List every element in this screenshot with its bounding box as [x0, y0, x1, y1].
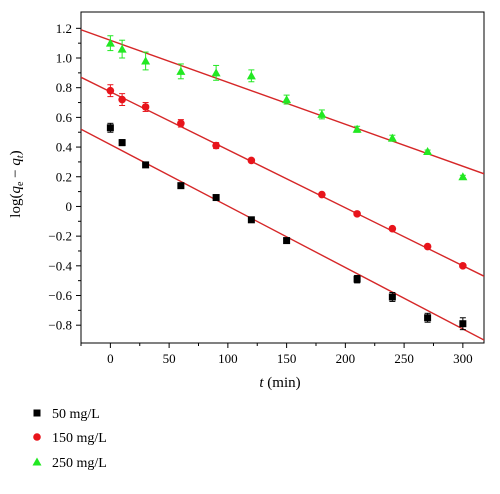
data-point — [282, 95, 292, 104]
legend-label: 50 mg/L — [52, 407, 100, 422]
x-axis-label: t (min) — [259, 375, 300, 391]
y-tick-label: 0.2 — [56, 169, 72, 184]
legend-marker — [33, 433, 41, 441]
x-tick-label: 150 — [277, 351, 297, 366]
legend-label: 150 mg/L — [52, 431, 107, 446]
data-point — [141, 56, 151, 65]
data-point — [352, 124, 362, 133]
data-point — [106, 124, 114, 132]
data-point — [246, 71, 256, 80]
axes — [76, 11, 485, 348]
x-tick-label: 200 — [336, 351, 356, 366]
y-tick-label: 0.4 — [56, 140, 73, 155]
fit-line — [81, 128, 484, 341]
x-tick-label: 250 — [394, 351, 414, 366]
y-tick-label: 1.2 — [56, 21, 72, 36]
data-point — [423, 242, 432, 251]
y-axis-label: log(qe − qt) — [8, 150, 26, 217]
data-point — [387, 133, 397, 142]
plot-frame — [80, 11, 485, 344]
legend-marker — [33, 409, 41, 417]
data-point — [459, 320, 467, 328]
data-point — [458, 172, 468, 181]
data-point — [247, 156, 256, 165]
data-points — [105, 35, 468, 331]
x-tick-label: 300 — [453, 351, 473, 366]
data-point — [353, 275, 361, 283]
data-point — [176, 66, 186, 75]
x-tick-label: 50 — [163, 351, 176, 366]
legend-label: 250 mg/L — [52, 456, 107, 471]
data-point — [388, 224, 397, 233]
data-point — [105, 38, 115, 47]
data-point — [353, 210, 361, 218]
data-point — [106, 86, 115, 95]
y-tick-label: −0.6 — [48, 288, 72, 303]
data-point — [283, 237, 291, 245]
x-tick-label: 100 — [218, 351, 238, 366]
y-tick-label: −0.2 — [48, 229, 72, 244]
y-tick-label: −0.4 — [48, 258, 72, 273]
data-point — [177, 119, 185, 128]
data-point — [318, 190, 326, 199]
data-point — [247, 216, 255, 224]
data-point — [117, 44, 127, 53]
y-tick-label: 0 — [66, 199, 73, 214]
legend-marker — [32, 457, 42, 466]
data-point — [388, 293, 396, 301]
fit-line — [81, 76, 484, 277]
data-point — [423, 147, 433, 156]
y-tick-label: −0.8 — [48, 318, 72, 333]
x-tick-label: 0 — [107, 351, 114, 366]
data-point — [317, 109, 327, 118]
tick-labels: 0 50 100 150 200 250 300 −0.8 −0.6 −0.4 −0.2 0 0.2 0.… — [48, 21, 472, 366]
data-point — [142, 161, 150, 169]
data-point — [424, 314, 432, 322]
fit-lines — [81, 29, 484, 341]
data-point — [177, 182, 185, 190]
fit-line — [81, 29, 484, 175]
data-point — [212, 141, 220, 150]
y-tick-label: 0.8 — [56, 80, 72, 95]
data-point — [212, 194, 220, 202]
data-point — [459, 262, 467, 270]
data-point — [141, 103, 150, 111]
y-tick-label: 0.6 — [56, 110, 73, 125]
data-point — [211, 68, 221, 77]
data-point — [118, 139, 126, 147]
data-point — [118, 95, 126, 104]
legend: 50 mg/L 150 mg/L 250 mg/L — [32, 407, 107, 471]
y-tick-label: 1.0 — [56, 51, 72, 66]
